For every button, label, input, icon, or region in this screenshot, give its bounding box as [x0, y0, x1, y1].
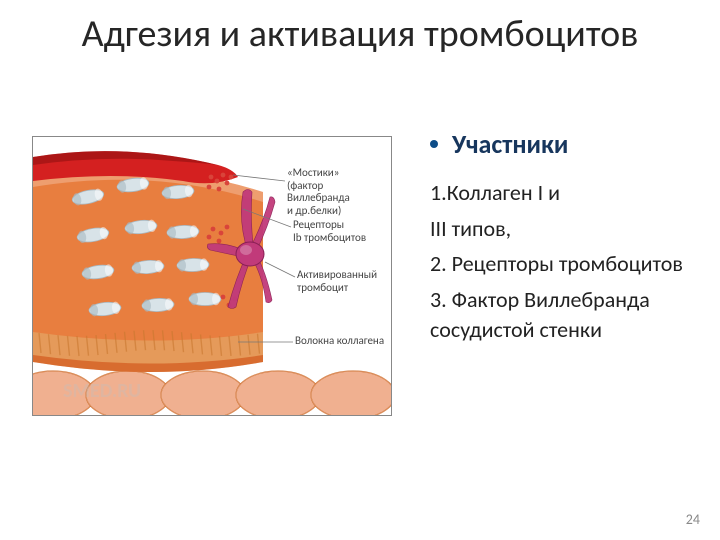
list-item: 3. Фактор Виллебранда сосудистой стенки: [430, 285, 700, 344]
bullet-heading: Участники: [452, 128, 568, 160]
diagram-label-activated: Активированныйтромбоцит: [297, 269, 392, 294]
list-item: 2. Рецепторы тромбоцитов: [430, 249, 700, 279]
list-item: 1.Коллаген I и: [430, 178, 700, 208]
page-number: 24: [686, 511, 700, 528]
diagram: SMED.RU «Мостики»(фактор Виллебрандаи др…: [32, 136, 392, 416]
diagram-label-bridges: «Мостики»(фактор Виллебрандаи др.белки): [287, 167, 387, 218]
bullet-icon: [430, 140, 438, 148]
list-item: III типов,: [430, 214, 700, 244]
diagram-label-receptors: РецепторыIb тромбоцитов: [293, 219, 383, 244]
slide-title: Адгезия и активация тромбоцитов: [0, 14, 720, 56]
diagram-label-collagen: Волокна коллагена: [295, 335, 391, 348]
slide: Адгезия и активация тромбоцитов: [0, 0, 720, 540]
bullet-heading-row: Участники: [430, 128, 700, 160]
content-column: Участники 1.Коллаген I и III типов, 2. Р…: [430, 128, 700, 344]
svg-text:SMED.RU: SMED.RU: [63, 379, 141, 403]
